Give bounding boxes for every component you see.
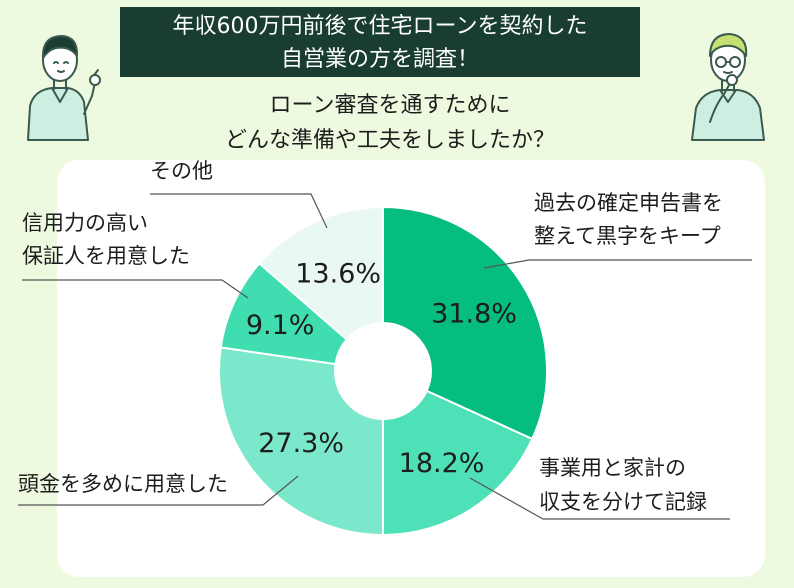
title-banner: 年収600万円前後で住宅ローンを契約した 自営業の方を調査！ (120, 7, 640, 77)
leader-line-2 (469, 477, 730, 520)
pie-slice-5 (257, 205, 384, 341)
question-line-2: どんな準備や工夫をしましたか？ (224, 128, 555, 153)
slice-category-label-2-line-2: 収支を分けて記録 (539, 490, 707, 514)
woman-pointing-icon (27, 35, 101, 141)
man-thinking-icon (691, 33, 765, 141)
slice-category-label-3-line-1: 頭金を多めに用意した (18, 472, 228, 496)
pie-slice-2 (382, 389, 534, 537)
slice-value-label-1: 31.8% (431, 298, 517, 329)
banner-line-2: 自営業の方を調査！ (280, 47, 479, 72)
slice-value-label-4: 9.1% (246, 310, 315, 341)
slice-category-label-4-line-2: 保証人を用意した (22, 244, 190, 268)
question-line-1: ローン審査を通すために (269, 93, 511, 118)
leader-line-3 (18, 475, 299, 506)
leader-line-4 (22, 279, 249, 299)
pie-slice-1 (382, 205, 548, 441)
pie-slice-3 (218, 346, 384, 537)
slice-category-label-1-line-2: 整えて黒字をキープ (534, 224, 721, 248)
slice-category-label-2-line-1: 事業用と家計の (539, 456, 686, 480)
banner-line-1: 年収600万円前後で住宅ローンを契約した (172, 14, 588, 39)
slice-category-label-4-line-1: 信用力の高い (22, 211, 148, 235)
survey-question: ローン審査を通すために どんな準備や工夫をしましたか？ (150, 88, 630, 158)
slice-value-label-3: 27.3% (258, 428, 344, 459)
slice-category-label-1-line-1: 過去の確定申告書を (534, 191, 723, 215)
slice-category-label-5-line-1: その他 (150, 159, 213, 183)
slice-value-label-5: 13.6% (295, 258, 381, 289)
slice-value-label-2: 18.2% (399, 448, 485, 479)
leader-line-5 (150, 193, 328, 229)
leader-line-1 (483, 259, 752, 269)
